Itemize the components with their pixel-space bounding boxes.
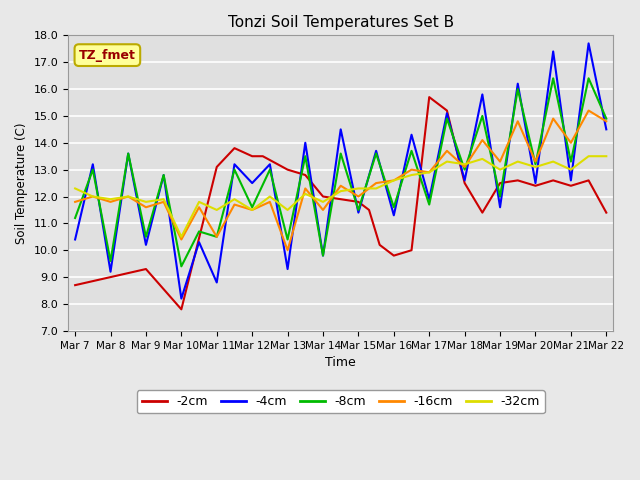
- X-axis label: Time: Time: [325, 356, 356, 369]
- Y-axis label: Soil Temperature (C): Soil Temperature (C): [15, 122, 28, 244]
- Title: Tonzi Soil Temperatures Set B: Tonzi Soil Temperatures Set B: [228, 15, 454, 30]
- Legend: -2cm, -4cm, -8cm, -16cm, -32cm: -2cm, -4cm, -8cm, -16cm, -32cm: [136, 390, 545, 413]
- Text: TZ_fmet: TZ_fmet: [79, 48, 136, 61]
